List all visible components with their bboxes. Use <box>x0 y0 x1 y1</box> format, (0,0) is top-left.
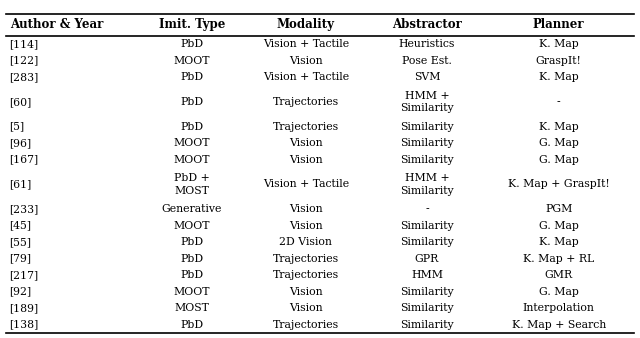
Text: K. Map: K. Map <box>539 237 579 247</box>
Text: GraspIt!: GraspIt! <box>536 55 582 66</box>
Text: [96]: [96] <box>10 138 32 148</box>
Text: [79]: [79] <box>10 254 31 264</box>
Text: G. Map: G. Map <box>539 138 579 148</box>
Text: K. Map + GraspIt!: K. Map + GraspIt! <box>508 179 610 189</box>
Text: Trajectories: Trajectories <box>273 254 339 264</box>
Text: MOOT: MOOT <box>173 154 210 165</box>
Text: [138]: [138] <box>10 320 39 330</box>
Text: Similarity: Similarity <box>400 303 454 313</box>
Text: 2D Vision: 2D Vision <box>279 237 332 247</box>
Text: Similarity: Similarity <box>400 138 454 148</box>
Text: G. Map: G. Map <box>539 287 579 297</box>
Text: PbD: PbD <box>180 72 204 82</box>
Text: GMR: GMR <box>545 270 573 280</box>
Text: Vision: Vision <box>289 154 323 165</box>
Text: [60]: [60] <box>10 97 32 107</box>
Text: [61]: [61] <box>10 179 32 189</box>
Text: Vision: Vision <box>289 287 323 297</box>
Text: Similarity: Similarity <box>400 122 454 131</box>
Text: PGM: PGM <box>545 204 572 214</box>
Text: -: - <box>557 97 561 107</box>
Text: SVM: SVM <box>413 72 440 82</box>
Text: Vision: Vision <box>289 55 323 66</box>
Text: MOST: MOST <box>174 303 209 313</box>
Text: Heuristics: Heuristics <box>399 39 455 49</box>
Text: HMM: HMM <box>411 270 443 280</box>
Text: Pose Est.: Pose Est. <box>402 55 452 66</box>
Text: [217]: [217] <box>10 270 39 280</box>
Text: [167]: [167] <box>10 154 39 165</box>
Text: Similarity: Similarity <box>400 221 454 231</box>
Text: -: - <box>425 204 429 214</box>
Text: PbD: PbD <box>180 237 204 247</box>
Text: Imit. Type: Imit. Type <box>159 18 225 31</box>
Text: Vision + Tactile: Vision + Tactile <box>262 72 349 82</box>
Text: [5]: [5] <box>10 122 25 131</box>
Text: [92]: [92] <box>10 287 32 297</box>
Text: Interpolation: Interpolation <box>523 303 595 313</box>
Text: PbD +
MOST: PbD + MOST <box>174 173 209 196</box>
Text: Trajectories: Trajectories <box>273 320 339 330</box>
Text: [45]: [45] <box>10 221 31 231</box>
Text: MOOT: MOOT <box>173 138 210 148</box>
Text: Trajectories: Trajectories <box>273 122 339 131</box>
Text: Trajectories: Trajectories <box>273 97 339 107</box>
Text: [189]: [189] <box>10 303 39 313</box>
Text: PbD: PbD <box>180 39 204 49</box>
Text: K. Map: K. Map <box>539 72 579 82</box>
Text: PbD: PbD <box>180 254 204 264</box>
Text: MOOT: MOOT <box>173 221 210 231</box>
Text: Generative: Generative <box>161 204 222 214</box>
Text: G. Map: G. Map <box>539 221 579 231</box>
Text: MOOT: MOOT <box>173 287 210 297</box>
Text: PbD: PbD <box>180 270 204 280</box>
Text: Similarity: Similarity <box>400 320 454 330</box>
Text: Vision + Tactile: Vision + Tactile <box>262 39 349 49</box>
Text: HMM +
Similarity: HMM + Similarity <box>400 91 454 113</box>
Text: Trajectories: Trajectories <box>273 270 339 280</box>
Text: Vision: Vision <box>289 303 323 313</box>
Text: [283]: [283] <box>10 72 39 82</box>
Text: HMM +
Similarity: HMM + Similarity <box>400 173 454 196</box>
Text: PbD: PbD <box>180 97 204 107</box>
Text: [122]: [122] <box>10 55 39 66</box>
Text: K. Map + Search: K. Map + Search <box>511 320 606 330</box>
Text: Similarity: Similarity <box>400 237 454 247</box>
Text: [233]: [233] <box>10 204 39 214</box>
Text: K. Map: K. Map <box>539 39 579 49</box>
Text: MOOT: MOOT <box>173 55 210 66</box>
Text: G. Map: G. Map <box>539 154 579 165</box>
Text: Modality: Modality <box>276 18 335 31</box>
Text: PbD: PbD <box>180 320 204 330</box>
Text: Vision + Tactile: Vision + Tactile <box>262 179 349 189</box>
Text: PbD: PbD <box>180 122 204 131</box>
Text: Similarity: Similarity <box>400 287 454 297</box>
Text: Vision: Vision <box>289 204 323 214</box>
Text: Abstractor: Abstractor <box>392 18 462 31</box>
Text: [114]: [114] <box>10 39 39 49</box>
Text: Similarity: Similarity <box>400 154 454 165</box>
Text: Planner: Planner <box>533 18 584 31</box>
Text: K. Map: K. Map <box>539 122 579 131</box>
Text: K. Map + RL: K. Map + RL <box>523 254 595 264</box>
Text: Vision: Vision <box>289 221 323 231</box>
Text: [55]: [55] <box>10 237 31 247</box>
Text: Vision: Vision <box>289 138 323 148</box>
Text: Author & Year: Author & Year <box>10 18 103 31</box>
Text: GPR: GPR <box>415 254 439 264</box>
